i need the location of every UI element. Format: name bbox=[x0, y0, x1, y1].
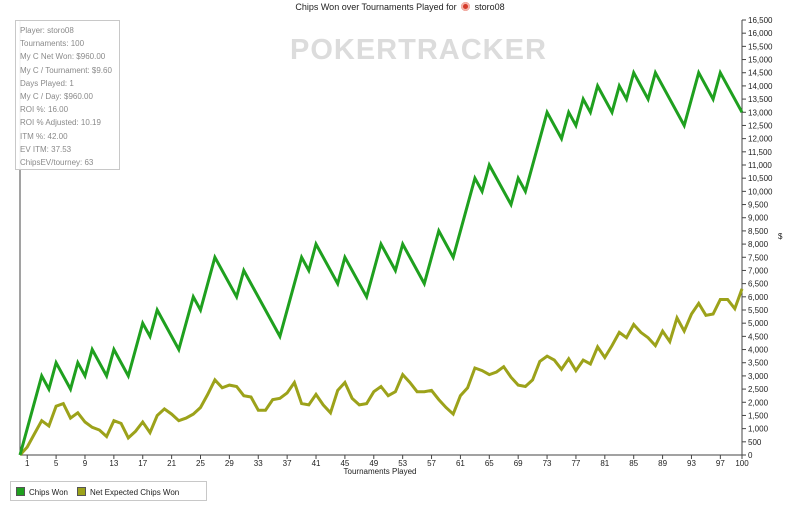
pokertracker-watermark: POKERTRACKER bbox=[290, 34, 547, 66]
stat-line: My C / Day: $960.00 bbox=[20, 92, 93, 102]
legend-swatch-net-expected bbox=[77, 487, 86, 496]
legend-item-net-expected[interactable]: Net Expected Chips Won bbox=[77, 487, 179, 497]
legend: Chips Won Net Expected Chips Won bbox=[10, 481, 207, 501]
x-tick-label: 53 bbox=[398, 459, 407, 468]
y-tick-label: 9,000 bbox=[748, 214, 769, 223]
x-tick-label: 97 bbox=[716, 459, 725, 468]
y-tick-label: 11,500 bbox=[748, 148, 772, 157]
y-tick-label: 15,500 bbox=[748, 42, 773, 51]
x-tick-label: 21 bbox=[167, 459, 176, 468]
y-tick-label: 10,000 bbox=[748, 187, 773, 196]
y-tick-label: 13,000 bbox=[748, 108, 773, 117]
x-tick-label: 1 bbox=[25, 459, 30, 468]
y-tick-label: 9,500 bbox=[748, 201, 769, 210]
chart-title: Chips Won over Tournaments Played for st… bbox=[0, 2, 800, 12]
legend-label-net-expected: Net Expected Chips Won bbox=[90, 488, 180, 497]
x-axis-label: Tournaments Played bbox=[343, 467, 417, 476]
y-axis-label: $ bbox=[778, 232, 783, 241]
y-tick-label: 16,000 bbox=[748, 29, 773, 38]
x-tick-label: 45 bbox=[340, 459, 349, 468]
y-tick-label: 4,500 bbox=[748, 332, 769, 341]
stat-line: ITM %: 42.00 bbox=[20, 131, 68, 141]
y-tick-label: 8,500 bbox=[748, 227, 769, 236]
x-tick-label: 69 bbox=[514, 459, 523, 468]
stat-line: ROI %: 16.00 bbox=[20, 105, 69, 115]
y-tick-label: 3,000 bbox=[748, 372, 769, 381]
stat-line: My C Net Won: $960.00 bbox=[20, 52, 106, 62]
y-tick-label: 6,500 bbox=[748, 280, 769, 289]
x-tick-label: 85 bbox=[629, 459, 638, 468]
stat-line: ROI % Adjusted: 10.19 bbox=[20, 118, 101, 128]
y-tick-label: 5,000 bbox=[748, 319, 769, 328]
chart-title-text: Chips Won over Tournaments Played for bbox=[295, 2, 457, 12]
y-tick-label: 10,500 bbox=[748, 174, 773, 183]
y-tick-label: 14,000 bbox=[748, 82, 773, 91]
x-tick-label: 57 bbox=[427, 459, 436, 468]
x-tick-label: 61 bbox=[456, 459, 465, 468]
x-tick-label: 77 bbox=[571, 459, 580, 468]
y-tick-label: 7,000 bbox=[748, 266, 769, 275]
legend-item-chips-won[interactable]: Chips Won bbox=[16, 487, 68, 497]
y-tick-label: 0 bbox=[748, 451, 753, 460]
poker-chip-icon bbox=[461, 2, 471, 11]
y-tick-label: 7,500 bbox=[748, 253, 769, 262]
stat-line: Player: storo08 bbox=[20, 26, 74, 35]
y-tick-label: 5,500 bbox=[748, 306, 769, 315]
y-tick-label: 6,000 bbox=[748, 293, 769, 302]
series-line-chips-won bbox=[18, 68, 744, 456]
y-tick-label: 1,500 bbox=[748, 411, 769, 420]
y-tick-label: 500 bbox=[748, 438, 762, 447]
player-stats-box: Player: storo08 Tournaments: 100 My C Net … bbox=[15, 20, 120, 170]
x-tick-label: 89 bbox=[658, 459, 667, 468]
stat-line: Days Played: 1 bbox=[20, 78, 74, 88]
x-tick-label: 9 bbox=[83, 459, 88, 468]
y-tick-label: 2,000 bbox=[748, 398, 769, 407]
x-tick-label: 93 bbox=[687, 459, 696, 468]
y-tick-label: 13,500 bbox=[748, 95, 773, 104]
stat-line: Tournaments: 100 bbox=[20, 39, 85, 49]
legend-label-chips-won: Chips Won bbox=[29, 488, 68, 497]
legend-swatch-chips-won bbox=[16, 487, 25, 496]
stat-line: My C / Tournament: $9.60 bbox=[20, 65, 112, 75]
y-tick-label: 11,000 bbox=[748, 161, 772, 170]
x-tick-label: 5 bbox=[54, 459, 59, 468]
y-tick-label: 15,000 bbox=[748, 56, 773, 65]
y-tick-label: 2,500 bbox=[748, 385, 769, 394]
chart-title-player: storo08 bbox=[474, 2, 505, 12]
x-tick-label: 29 bbox=[225, 459, 234, 468]
x-tick-label: 65 bbox=[485, 459, 494, 468]
x-tick-label: 17 bbox=[138, 459, 147, 468]
x-tick-label: 13 bbox=[109, 459, 118, 468]
x-tick-label: 73 bbox=[543, 459, 552, 468]
x-tick-label: 33 bbox=[254, 459, 263, 468]
y-tick-label: 4,000 bbox=[748, 346, 769, 355]
series-line-net-expected-chips-won bbox=[18, 288, 744, 457]
y-tick-label: 14,500 bbox=[748, 69, 773, 78]
y-tick-label: 1,000 bbox=[748, 425, 769, 434]
y-tick-label: 12,000 bbox=[748, 135, 773, 144]
y-tick-label: 8,000 bbox=[748, 240, 769, 249]
y-tick-label: 3,500 bbox=[748, 359, 769, 368]
x-tick-label: 100 bbox=[735, 459, 749, 468]
x-tick-label: 37 bbox=[283, 459, 292, 468]
x-tick-label: 41 bbox=[312, 459, 321, 468]
x-tick-label: 81 bbox=[600, 459, 609, 468]
y-tick-label: 12,500 bbox=[748, 121, 773, 130]
x-tick-label: 49 bbox=[369, 459, 378, 468]
stat-line: ChipsEV/tourney: 63 bbox=[20, 158, 94, 168]
y-tick-label: 16,500 bbox=[748, 16, 773, 25]
stat-line: EV ITM: 37.53 bbox=[20, 144, 72, 154]
x-tick-label: 25 bbox=[196, 459, 205, 468]
